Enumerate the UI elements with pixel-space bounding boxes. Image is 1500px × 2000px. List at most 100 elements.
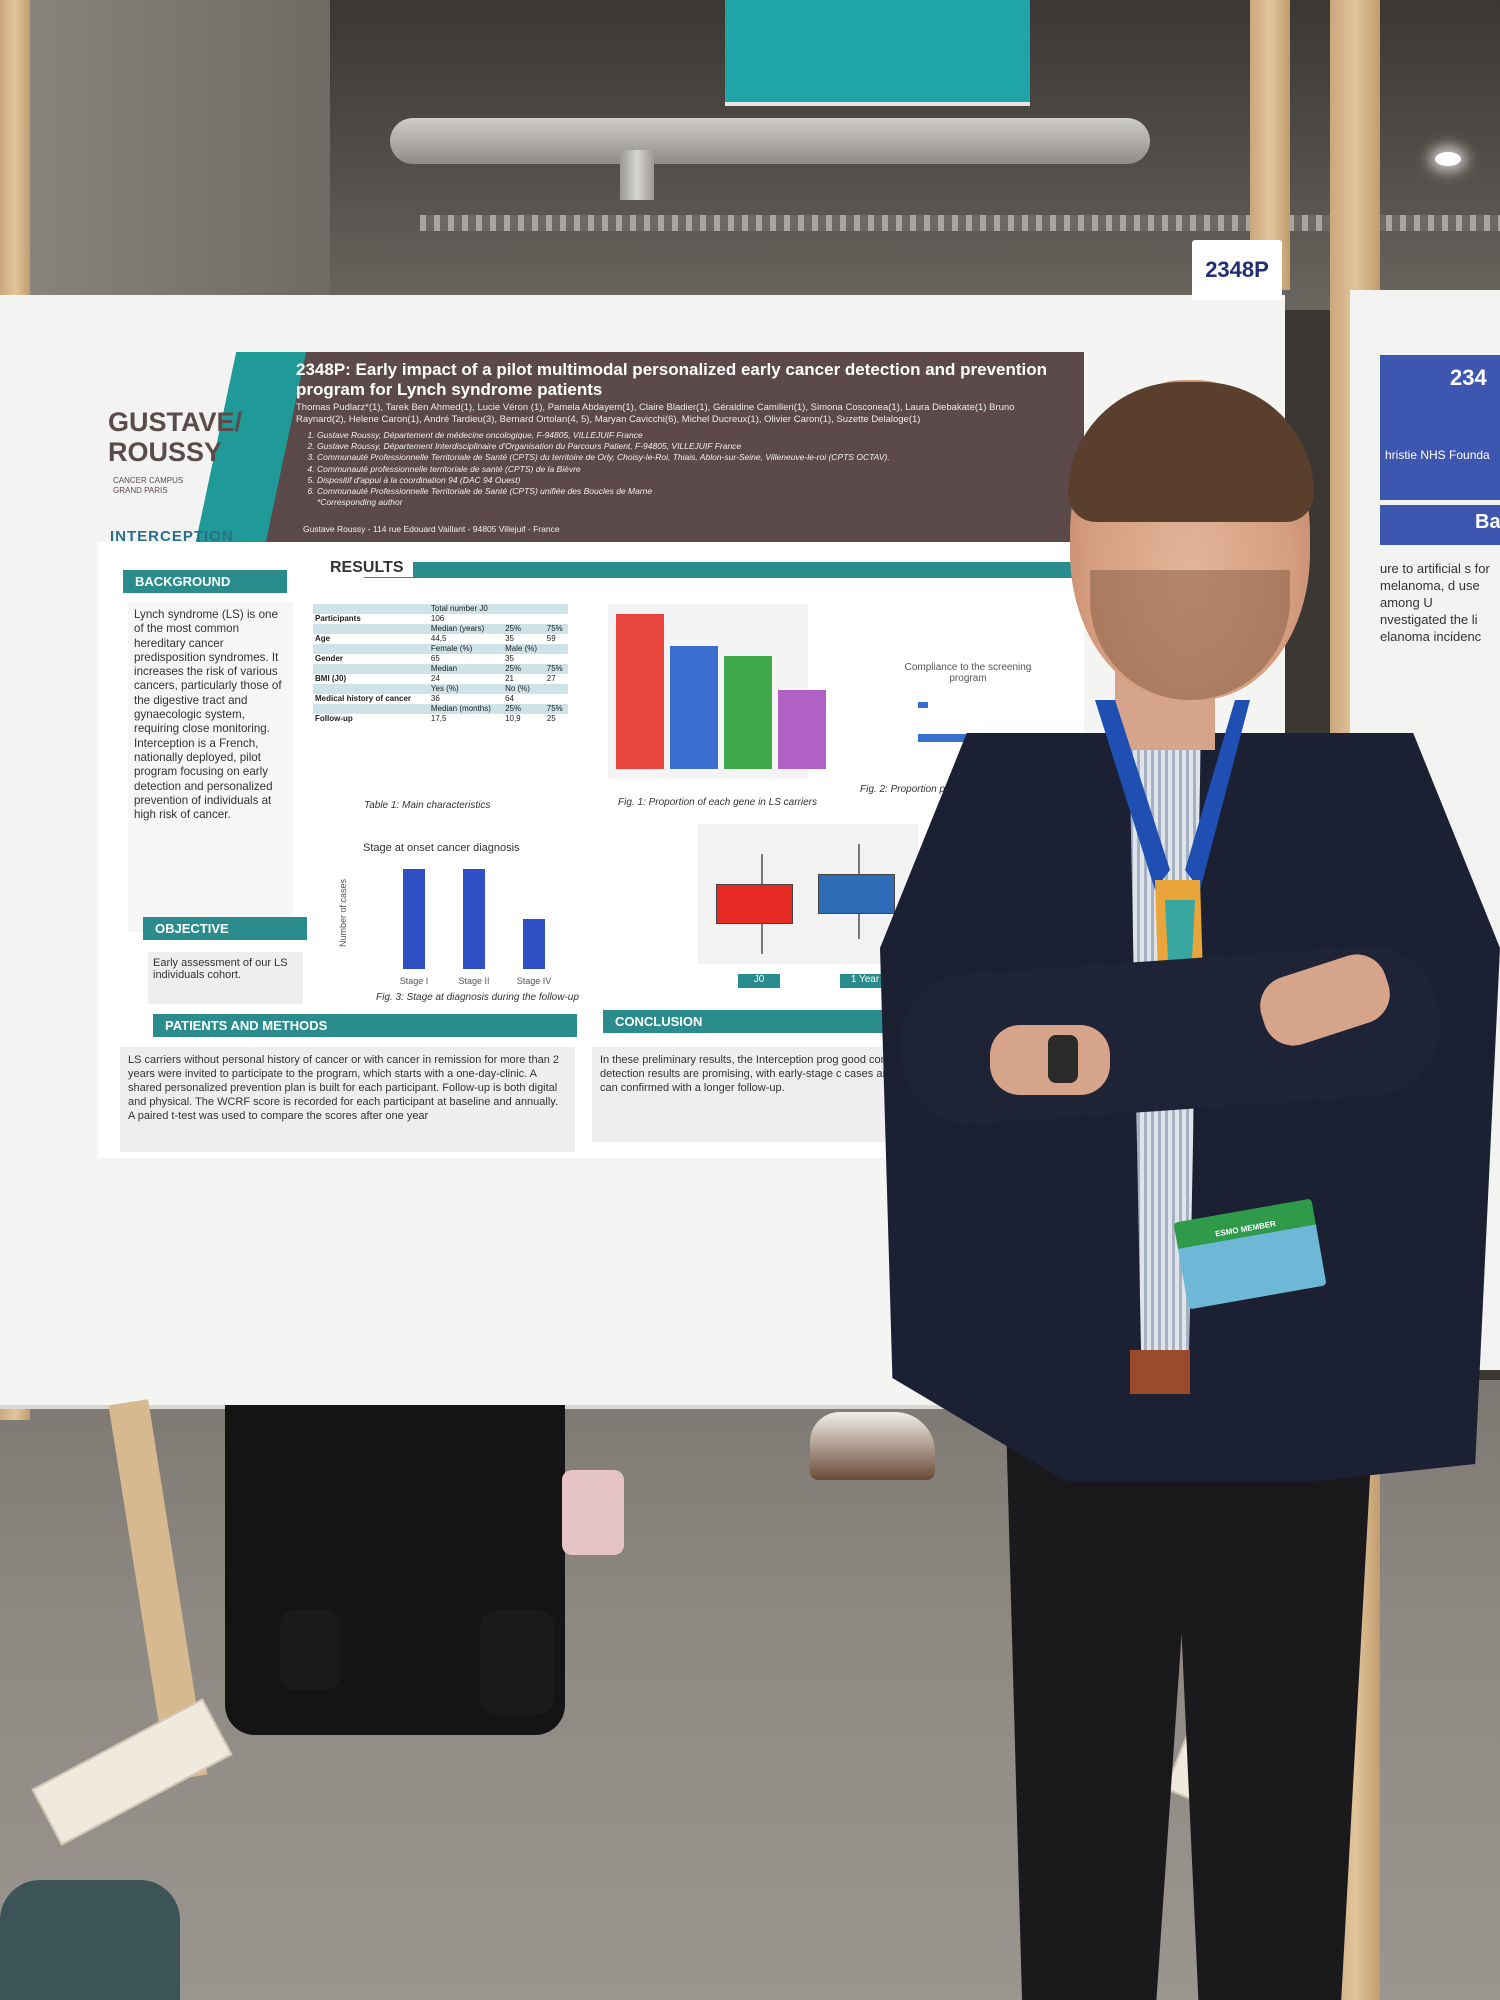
table-cell — [313, 604, 429, 614]
table-cell: 10,9 — [505, 714, 521, 723]
affiliation: Communauté Professionnelle Territoriale … — [317, 486, 1057, 497]
table-row: Female (%) Male (%) — [313, 644, 568, 654]
corresponding-author-note: *Corresponding author — [317, 497, 403, 508]
table-cell: 35 — [505, 654, 514, 663]
fig3-ylabel: Number of cases — [338, 878, 348, 947]
fig2-caption: Fig. 2: Proportion performing th — [860, 784, 999, 795]
table-cell: Male (%) — [503, 644, 545, 654]
objective-text: Early assessment of our LS individuals c… — [148, 952, 303, 1004]
table-cell: Participants — [315, 614, 361, 623]
neighbour-section-label: Ba — [1475, 511, 1500, 533]
boxplot-label-j0: J0 — [738, 974, 780, 988]
table-row: Gender 65 35 — [313, 654, 568, 664]
table-cell — [544, 604, 568, 614]
table-row: Median (years) 25% 75% — [313, 624, 568, 634]
table-cell: 75% — [544, 664, 568, 674]
table-cell: 75% — [544, 624, 568, 634]
table-cell: Age — [315, 634, 331, 643]
table-cell: 24 — [430, 674, 440, 683]
stage-bar — [403, 869, 425, 969]
stage-tick-label: Stage IV — [517, 976, 552, 986]
poster-title: 2348P: Early impact of a pilot multimoda… — [296, 360, 1048, 399]
gene-bar-red — [616, 614, 664, 769]
table-cell — [313, 624, 429, 634]
table-cell — [313, 704, 429, 714]
compliance-label: Compliance to the screening program — [904, 662, 1032, 684]
gene-bar-purple — [778, 690, 826, 769]
table-cell: Median — [428, 664, 504, 674]
boxplot-label-1-year: 1 Year — [840, 974, 890, 988]
table-cell — [545, 654, 568, 664]
results-rule — [364, 562, 1084, 578]
table-cell: 17,5 — [430, 714, 447, 723]
table-row: Median (months) 25% 75% — [313, 704, 568, 714]
table-cell: Total number J0 — [428, 604, 504, 614]
logo-subtitle: CANCER CAMPUS GRAND PARIS — [113, 476, 183, 496]
table-cell: Female (%) — [428, 644, 504, 654]
stage-bar — [463, 869, 485, 969]
table-cell: Median (years) — [428, 624, 504, 634]
fig3-caption: Fig. 3: Stage at diagnosis during the fo… — [376, 992, 579, 1003]
ventilation-duct — [390, 118, 1150, 164]
table-cell — [503, 614, 545, 624]
table-row: Yes (%) No (%) — [313, 684, 568, 694]
interception-logo: INTERCEPTION — [110, 528, 234, 545]
visitor-pink-shoe — [562, 1470, 624, 1555]
table: Total number J0 Participants 106 Median (ye… — [313, 604, 568, 724]
results-heading: RESULTS — [320, 559, 414, 577]
table-cell: 106 — [430, 614, 445, 623]
poster-header-band — [258, 352, 1084, 542]
table-cell: 35 — [505, 634, 514, 643]
neighbour-poster-section: Ba — [1380, 505, 1500, 545]
neighbour-poster-number: 234 — [1450, 365, 1487, 390]
hall-wall — [0, 0, 330, 310]
table-cell: Median (months) — [428, 704, 504, 714]
gustave-roussy-logo: GUSTAVE/ ROUSSY — [108, 407, 258, 467]
table-caption: Table 1: Main characteristics — [364, 800, 491, 811]
table-cell: 75% — [544, 704, 568, 714]
table-cell: 21 — [505, 674, 514, 683]
table-cell: 65 — [430, 654, 440, 663]
stage-chart: Stage I Stage II Stage IV — [400, 869, 552, 986]
table-row: Age 44,5 35 59 — [313, 634, 568, 644]
table-cell: 25 — [546, 714, 556, 723]
ceiling-truss — [420, 215, 1500, 231]
table-row: Median 25% 75% — [313, 664, 568, 674]
non-adhesion-bar — [918, 702, 928, 708]
characteristics-table: Total number J0 Participants 106 Median (ye… — [313, 604, 568, 794]
table-cell — [545, 614, 568, 624]
box-j0 — [716, 884, 793, 924]
affiliation: Gustave Roussy, Département Interdiscipl… — [317, 441, 1057, 452]
table-cell: 64 — [505, 694, 514, 703]
box-1-year — [818, 874, 895, 914]
table-cell: BMI (J0) — [315, 674, 347, 683]
visitor-sneaker — [810, 1412, 935, 1480]
background-heading: BACKGROUND — [123, 570, 287, 593]
table-cell: 36 — [430, 694, 440, 703]
table-cell: 25% — [503, 624, 545, 634]
visitor-boots — [280, 1610, 555, 1715]
table-row: Participants 106 — [313, 614, 568, 624]
table-cell: 25% — [503, 664, 545, 674]
fig3-title: Stage at onset cancer diagnosis — [363, 842, 520, 854]
patients-methods-text: LS carriers without personal history of … — [120, 1047, 575, 1152]
wcrf-score-boxplot — [698, 824, 918, 964]
neighbour-poster-subtitle: hristie NHS Founda — [1385, 448, 1490, 462]
affiliation: Communauté professionnelle territoriale … — [317, 464, 1057, 475]
table-cell — [503, 604, 545, 614]
affiliation: Gustave Roussy, Département de médecine … — [317, 430, 1057, 441]
table-cell — [545, 694, 568, 704]
presenter-belt — [1130, 1350, 1190, 1394]
neighbour-poster-header — [1380, 355, 1500, 500]
patients-methods-heading: PATIENTS AND METHODS — [153, 1014, 577, 1037]
logo-line-2: ROUSSY — [108, 437, 223, 467]
logo-sub-1: CANCER CAMPUS — [113, 476, 184, 485]
table-cell: 44,5 — [430, 634, 447, 643]
table-cell: Gender — [315, 654, 344, 663]
poster-number-tag: 2348P — [1192, 240, 1282, 300]
table-cell — [544, 684, 568, 694]
background-text: Lynch syndrome (LS) is one of the most c… — [128, 602, 293, 932]
affiliation: Communauté Professionnelle Territoriale … — [317, 452, 1057, 463]
stage-bar — [523, 919, 545, 969]
poster-address: Gustave Roussy - 114 rue Edouard Vaillan… — [303, 524, 560, 534]
